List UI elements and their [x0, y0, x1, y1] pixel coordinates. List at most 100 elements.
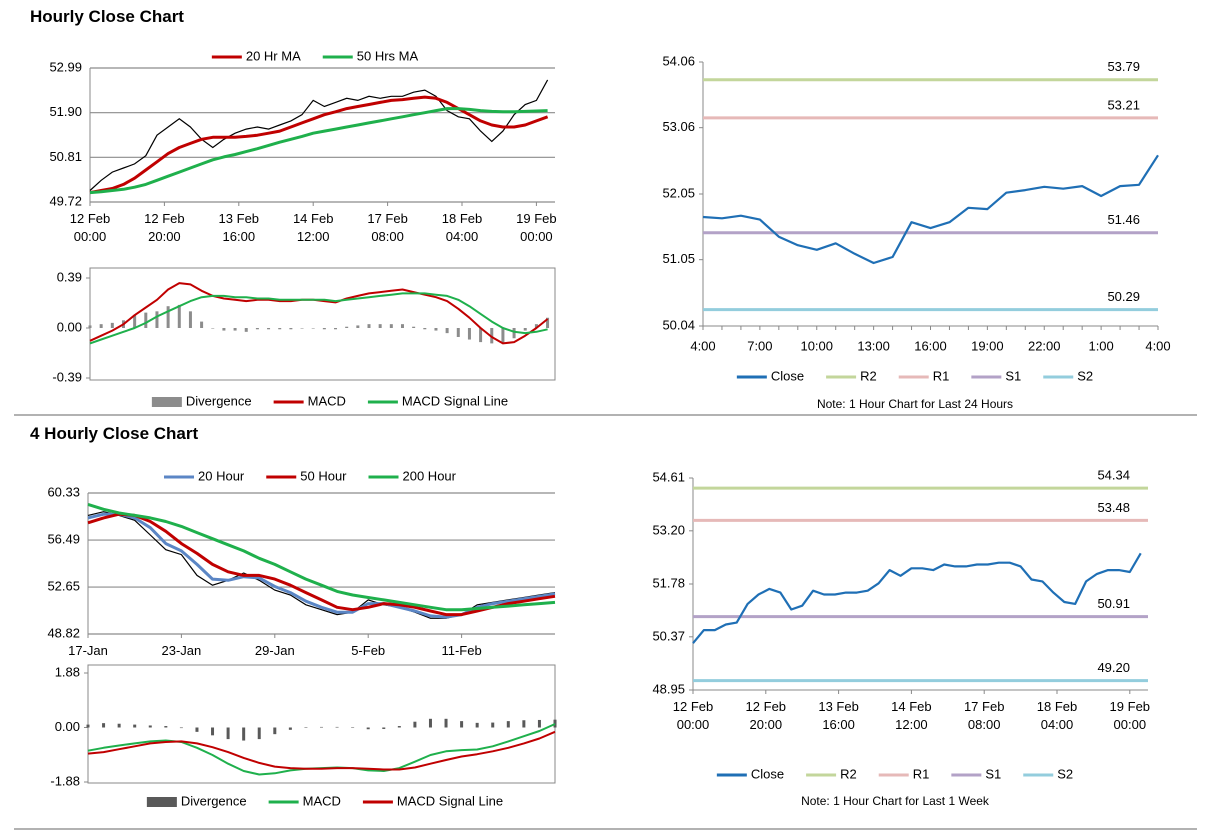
divergence-bar — [222, 328, 226, 331]
divergence-bar — [506, 721, 510, 728]
legend-label: 50 Hrs MA — [357, 48, 419, 63]
y-tick-label: 52.99 — [49, 59, 82, 74]
divergence-bar — [523, 328, 527, 331]
divergence-bar — [255, 328, 259, 330]
divergence-bar — [378, 324, 382, 328]
divergence-bar — [177, 304, 181, 328]
divergence-bar — [179, 727, 183, 729]
legend-label: S1 — [985, 766, 1001, 781]
y-tick-label: 52.65 — [47, 579, 80, 594]
price-line — [87, 511, 556, 619]
divergence-bar — [110, 322, 114, 328]
divergence-bar — [304, 727, 308, 728]
divergence-bar — [456, 328, 460, 337]
divergence-bar — [351, 727, 355, 728]
divergence-bar — [546, 317, 550, 328]
x-tick-label: 23-Jan — [161, 643, 202, 658]
series-line — [87, 502, 556, 612]
y-tick-label: 51.05 — [662, 251, 695, 266]
x-tick-label: 12 Feb 00:00 — [672, 699, 714, 732]
level-label: 51.46 — [1107, 212, 1140, 227]
legend-label: R1 — [933, 368, 950, 383]
divergence-bar — [288, 727, 292, 730]
x-tick-label: 11-Feb — [441, 643, 482, 658]
divergence-bar — [445, 328, 449, 334]
y-tick-label: 51.78 — [652, 575, 685, 590]
divergence-bar — [553, 719, 557, 728]
legend-label: R1 — [913, 766, 930, 781]
legend-label: 50 Hour — [300, 468, 347, 483]
legend-label: Divergence — [181, 793, 247, 808]
x-tick-label: 7:00 — [747, 338, 772, 353]
y-tick-label: -0.39 — [52, 369, 82, 384]
plot-frame — [89, 267, 556, 381]
x-tick-label: 19:00 — [971, 338, 1004, 353]
x-tick-label: 4:00 — [1145, 338, 1170, 353]
y-tick-label: 50.81 — [49, 149, 82, 164]
x-tick-label: 10:00 — [800, 338, 833, 353]
series-line — [692, 552, 1142, 644]
legend-label: MACD — [308, 393, 346, 408]
divergence-bar — [356, 325, 360, 328]
divergence-bar — [479, 328, 483, 343]
level-label: 54.34 — [1097, 468, 1130, 483]
y-tick-label: 0.00 — [57, 319, 82, 334]
y-tick-label: 53.20 — [652, 522, 685, 537]
divergence-bar — [400, 324, 404, 328]
divergence-bar — [367, 324, 371, 328]
legend-label: S1 — [1005, 368, 1021, 383]
divergence-bar — [289, 328, 293, 330]
x-tick-label: 19 Feb 00:00 — [516, 211, 557, 244]
level-label: 53.48 — [1097, 500, 1130, 515]
y-tick-label: -1.88 — [50, 773, 80, 788]
series-line — [89, 292, 548, 345]
series-line — [89, 95, 549, 195]
x-tick-label: 18 Feb 04:00 — [1036, 699, 1078, 732]
divergence-bar — [475, 722, 479, 728]
x-tick-label: 14 Feb 12:00 — [292, 211, 334, 244]
legend: 20 Hr MA 50 Hrs MA — [211, 48, 419, 63]
series-line — [87, 512, 556, 619]
divergence-bar — [300, 328, 304, 329]
divergence-bar — [322, 328, 326, 330]
legend-label: 20 Hour — [198, 468, 245, 483]
legend: Close R2 R1 S1 S2 — [716, 766, 1073, 781]
divergence-bar — [397, 726, 401, 728]
x-tick-label: 13:00 — [857, 338, 890, 353]
level-label: 49.20 — [1097, 660, 1130, 675]
divergence-bar — [257, 727, 261, 740]
divergence-bar — [164, 726, 168, 728]
level-label: 53.79 — [1107, 59, 1140, 74]
divergence-bar — [148, 725, 152, 728]
plot-frame — [87, 664, 556, 784]
legend-label: Divergence — [186, 393, 252, 408]
divergence-bar — [226, 727, 230, 740]
legend-label: S2 — [1077, 368, 1093, 383]
legend-label: MACD Signal Line — [397, 793, 503, 808]
divergence-bar — [155, 311, 159, 328]
x-tick-label: 17 Feb 08:00 — [963, 699, 1005, 732]
divergence-bar — [334, 328, 338, 330]
divergence-bar — [86, 724, 90, 728]
y-tick-label: 0.39 — [57, 269, 82, 284]
y-tick-label: 51.90 — [49, 104, 82, 119]
divergence-bar — [522, 720, 526, 728]
section-title: 4 Hourly Close Chart — [30, 424, 199, 443]
divergence-bar — [444, 718, 448, 728]
series-line — [87, 512, 556, 617]
x-tick-label: 19 Feb 00:00 — [1109, 699, 1151, 732]
divergence-bar — [428, 718, 432, 728]
divergence-bar — [144, 312, 148, 328]
level-label: 50.91 — [1097, 596, 1130, 611]
x-tick-label: 13 Feb 16:00 — [218, 211, 260, 244]
divergence-bar — [412, 326, 416, 328]
y-tick-label: 0.00 — [55, 719, 80, 734]
x-tick-label: 17 Feb 08:00 — [367, 211, 408, 244]
y-tick-label: 49.72 — [49, 193, 82, 208]
level-label: 50.29 — [1107, 289, 1140, 304]
divergence-bar — [133, 724, 137, 728]
y-tick-label: 54.61 — [652, 469, 685, 484]
legend-label: MACD — [303, 793, 341, 808]
divergence-bar — [244, 328, 248, 332]
